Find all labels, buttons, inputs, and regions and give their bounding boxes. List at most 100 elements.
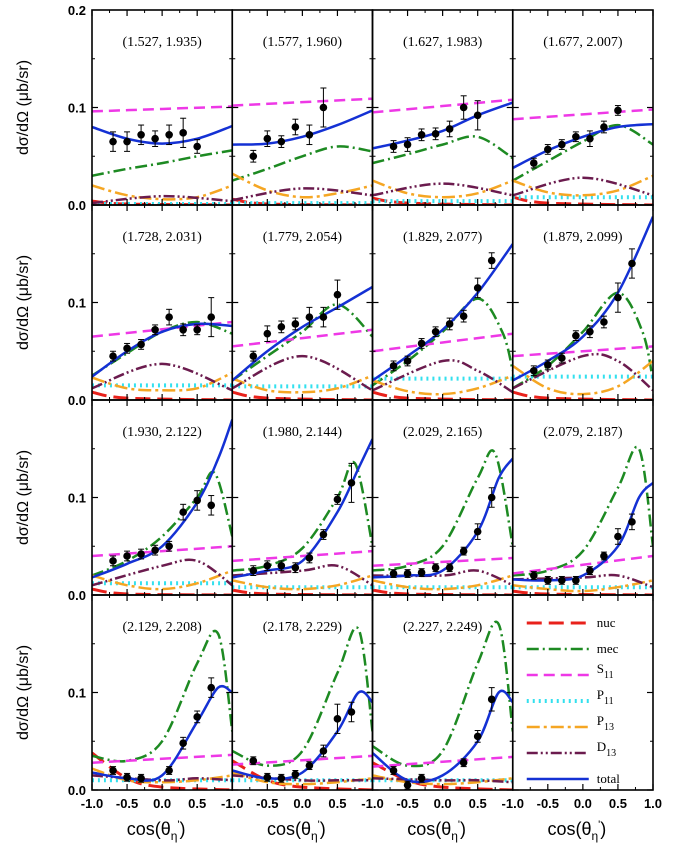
data-point <box>123 342 131 354</box>
x-tick-label: -1.0 <box>361 796 383 811</box>
curve-P13 <box>372 774 513 786</box>
data-point <box>277 135 286 148</box>
curve-mec <box>512 123 653 182</box>
data-point <box>319 744 328 758</box>
panel-11: (2.029, 2.165) <box>371 399 514 596</box>
data-point <box>263 130 272 147</box>
x-tick-label: -0.5 <box>116 796 138 811</box>
panel-3: (1.627, 1.983) <box>371 9 514 206</box>
data-point <box>151 544 159 556</box>
data-point <box>333 279 342 310</box>
data-point <box>193 490 201 511</box>
panel-4: (1.677, 2.007) <box>511 9 654 206</box>
panel-16: -1.0 -0.5 0.0 0.5 1.0 <box>502 594 662 811</box>
data-point <box>459 758 468 768</box>
curve-total <box>92 322 233 378</box>
data-point <box>389 360 398 372</box>
x-tick-label: 1.0 <box>644 796 662 811</box>
data-point <box>417 773 426 783</box>
legend-label: P13 <box>597 713 614 733</box>
panel-label: (2.227, 2.249) <box>403 620 483 635</box>
data-point <box>417 568 426 577</box>
panel-label: (2.178, 2.229) <box>263 620 343 635</box>
curve-P13 <box>372 374 513 396</box>
curve-S11 <box>372 755 513 768</box>
data-point <box>333 703 342 734</box>
data-point <box>165 308 173 326</box>
y-axis-label: dσ/dΩ (μb/sr) <box>15 255 32 350</box>
data-point <box>151 324 159 336</box>
curve-S11 <box>372 556 513 568</box>
data-point <box>109 555 117 567</box>
curve-total <box>372 101 513 150</box>
data-point <box>544 359 552 371</box>
curve-P13 <box>372 179 513 199</box>
panel-label: (1.930, 2.122) <box>122 425 202 440</box>
data-point <box>487 687 496 712</box>
curve-D13 <box>232 354 373 392</box>
y-axis-label: dσ/dΩ (μb/sr) <box>15 645 32 740</box>
data-point <box>614 528 622 545</box>
curve-D13 <box>372 359 513 394</box>
x-tick-label: -0.5 <box>537 796 559 811</box>
x-tick-label: 0.0 <box>153 796 171 811</box>
curve-total <box>232 285 373 382</box>
data-point <box>459 309 468 323</box>
data-point <box>137 548 145 560</box>
curve-nuc <box>92 751 233 790</box>
data-point <box>291 770 300 779</box>
legend-item-S11: S11 <box>526 661 614 681</box>
data-point <box>487 487 496 508</box>
panel-12: (2.079, 2.187) <box>511 399 654 596</box>
data-point <box>459 95 468 120</box>
panel-label: (1.980, 2.144) <box>263 425 343 440</box>
curve-total <box>232 109 373 146</box>
x-axis-label: cos(θη') <box>407 819 466 843</box>
curve-mec <box>232 145 373 182</box>
data-point <box>123 131 131 152</box>
data-point <box>151 130 159 147</box>
data-point <box>529 365 538 377</box>
data-point <box>109 131 117 152</box>
panel-label: (2.079, 2.187) <box>543 425 623 440</box>
y-tick-label: 0.1 <box>68 296 86 311</box>
data-point <box>263 325 272 342</box>
data-point <box>431 127 440 141</box>
data-point <box>165 766 173 775</box>
data-point <box>459 546 468 556</box>
data-point <box>529 571 538 580</box>
data-point <box>572 131 580 143</box>
curve-D13 <box>232 187 373 202</box>
panel-6: (1.779, 2.054) <box>231 204 374 401</box>
curve-P13 <box>232 574 373 591</box>
curve-S11 <box>232 549 373 563</box>
x-tick-label: 0.5 <box>469 796 487 811</box>
curve-mec <box>232 626 373 767</box>
x-tick-label: 0.0 <box>293 796 311 811</box>
curve-P13 <box>232 771 373 786</box>
legend-label: S11 <box>597 661 614 681</box>
y-tick-label: 0.0 <box>68 588 86 603</box>
panel-7: (1.829, 2.077) <box>371 204 514 401</box>
data-point <box>614 282 622 313</box>
data-point <box>179 117 187 148</box>
legend-item-mec: mec <box>526 641 619 656</box>
panel-14: (2.178, 2.229) -1.0 -0.5 0.0 0.5 <box>221 594 374 811</box>
x-tick-label: 0.5 <box>328 796 346 811</box>
panel-curves <box>92 320 233 400</box>
data-point <box>544 575 552 585</box>
legend-label: mec <box>597 641 619 656</box>
curve-P13 <box>512 174 653 197</box>
y-tick-label: 0.0 <box>68 783 86 798</box>
x-tick-label: 0.0 <box>574 796 592 811</box>
panel-curves <box>512 108 653 205</box>
data-point <box>179 503 187 521</box>
panel-label: (1.527, 1.935) <box>122 35 202 50</box>
y-tick-label: 0.1 <box>68 101 86 116</box>
data-point <box>137 773 145 783</box>
panel-label: (2.029, 2.165) <box>403 425 483 440</box>
curve-D13 <box>92 558 233 587</box>
x-axis-label: cos(θη') <box>547 819 606 843</box>
data-point <box>600 551 608 561</box>
data-point <box>600 120 608 134</box>
